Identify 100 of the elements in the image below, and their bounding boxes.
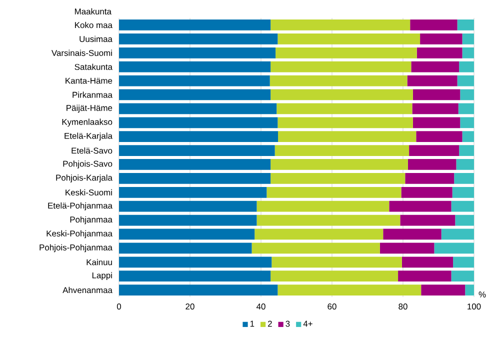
x-tick-label: 20 bbox=[186, 304, 194, 310]
bar bbox=[454, 172, 474, 184]
bar bbox=[119, 159, 271, 170]
bar bbox=[402, 256, 454, 268]
y-tick-label: Pohjois-Pohjanmaa bbox=[40, 244, 112, 252]
bar bbox=[434, 242, 474, 254]
bar bbox=[119, 145, 275, 156]
bar bbox=[408, 159, 456, 170]
x-tick-label: 80 bbox=[398, 304, 408, 310]
bar bbox=[398, 270, 452, 282]
bar bbox=[119, 75, 270, 86]
bar bbox=[465, 284, 474, 296]
bar bbox=[457, 20, 474, 30]
bar bbox=[278, 33, 420, 44]
legend-label: 3 bbox=[286, 320, 290, 327]
bar bbox=[119, 172, 271, 184]
y-tick-label: Varsinais-Suomi bbox=[52, 50, 112, 56]
bar bbox=[380, 242, 434, 254]
y-tick-label: Etelä-Pohjanmaa bbox=[48, 202, 112, 210]
bar bbox=[416, 131, 462, 142]
bar bbox=[462, 47, 474, 58]
y-axis-title: Maakunta bbox=[74, 8, 112, 14]
y-tick-label: Keski-Pohjanmaa bbox=[46, 230, 112, 238]
bar bbox=[270, 89, 413, 100]
legend-label: 4+ bbox=[303, 320, 312, 327]
bar bbox=[416, 47, 462, 58]
bar bbox=[459, 145, 474, 156]
bar bbox=[405, 172, 454, 184]
bar bbox=[278, 284, 422, 296]
bar bbox=[119, 20, 271, 30]
x-tick-label: 0 bbox=[116, 304, 122, 310]
bar bbox=[462, 33, 474, 44]
bar bbox=[441, 228, 474, 240]
y-tick-label: Kanta-Häme bbox=[66, 78, 112, 84]
bar bbox=[119, 200, 257, 212]
bar bbox=[272, 256, 402, 268]
legend-label: 2 bbox=[268, 320, 272, 327]
bar bbox=[411, 61, 460, 72]
y-tick-label: Etelä-Savo bbox=[72, 147, 112, 154]
x-tick-label: 40 bbox=[256, 304, 266, 310]
bar bbox=[252, 242, 380, 254]
bar bbox=[460, 89, 474, 100]
bar bbox=[383, 228, 442, 240]
bar bbox=[276, 103, 412, 114]
x-tick-label: 60 bbox=[328, 304, 336, 310]
bar bbox=[256, 214, 400, 226]
bar bbox=[270, 159, 408, 170]
y-tick-label: Pohjois-Karjala bbox=[56, 174, 112, 182]
y-tick-label: Kainuu bbox=[86, 259, 112, 266]
bar bbox=[119, 284, 278, 296]
bar bbox=[119, 33, 278, 44]
bar bbox=[270, 75, 408, 86]
bar bbox=[119, 131, 278, 142]
bar bbox=[455, 214, 474, 226]
bar bbox=[462, 131, 474, 142]
bar bbox=[276, 47, 417, 58]
bar bbox=[407, 75, 458, 86]
bar bbox=[460, 117, 474, 128]
bar bbox=[119, 228, 255, 240]
bar bbox=[451, 200, 474, 212]
legend-label: 1 bbox=[250, 320, 254, 327]
y-tick-label: Kymenlaakso bbox=[62, 118, 112, 127]
y-tick-label: Lappi bbox=[92, 272, 112, 280]
bar bbox=[420, 33, 462, 44]
bar bbox=[421, 284, 466, 296]
bar bbox=[400, 214, 456, 226]
bar bbox=[270, 270, 398, 282]
bar bbox=[119, 89, 271, 100]
bar bbox=[452, 186, 474, 198]
bar bbox=[412, 103, 458, 114]
bar bbox=[270, 172, 406, 184]
bar bbox=[458, 103, 474, 114]
bar bbox=[412, 117, 460, 128]
bar bbox=[119, 256, 272, 268]
bar bbox=[266, 186, 402, 198]
y-tick-label: Uusimaa bbox=[80, 36, 112, 42]
y-tick-label: Pohjanmaa bbox=[70, 216, 112, 224]
bar bbox=[456, 159, 474, 170]
bar bbox=[119, 47, 276, 58]
x-tick-label: 100 bbox=[468, 304, 481, 310]
bar bbox=[412, 89, 460, 100]
bar bbox=[119, 242, 252, 254]
bar bbox=[119, 270, 271, 282]
bar bbox=[453, 256, 474, 268]
bar bbox=[389, 200, 452, 212]
y-tick-label: Etelä-Karjala bbox=[64, 132, 112, 141]
bar bbox=[119, 214, 257, 226]
bar bbox=[451, 270, 474, 282]
y-tick-label: Pohjois-Savo bbox=[63, 160, 112, 168]
bar bbox=[410, 20, 458, 30]
bar bbox=[459, 61, 474, 72]
bar bbox=[119, 117, 278, 128]
bar bbox=[278, 131, 416, 142]
bar bbox=[401, 186, 452, 198]
x-axis-title: % bbox=[478, 292, 486, 298]
bar bbox=[457, 75, 474, 86]
bar bbox=[409, 145, 460, 156]
bar bbox=[270, 20, 410, 30]
y-tick-label: Päijät-Häme bbox=[66, 104, 112, 113]
bar bbox=[270, 61, 412, 72]
